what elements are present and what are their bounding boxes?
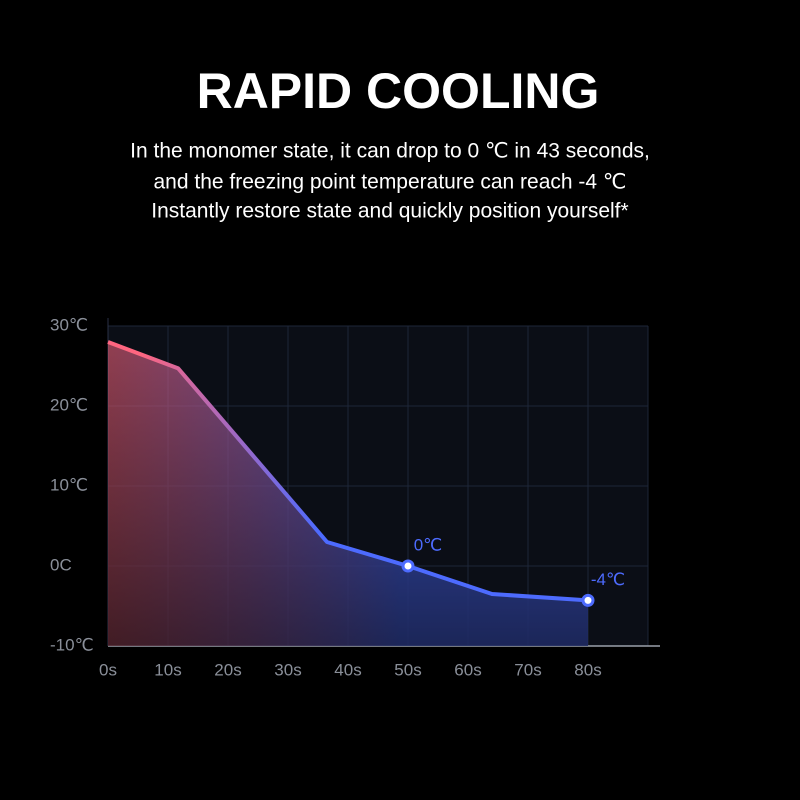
point xyxy=(581,593,595,607)
point xyxy=(401,559,415,573)
subtitle-line: In the monomer state, it can drop to 0 ℃… xyxy=(130,140,650,163)
subtitle-line: Instantly restore state and quickly posi… xyxy=(151,200,628,223)
area-fade xyxy=(108,342,588,646)
title: RAPID COOLING xyxy=(197,63,600,119)
y-tick-label: 20℃ xyxy=(50,395,88,414)
y-tick-label: 30℃ xyxy=(50,315,88,334)
value-label: 0℃ xyxy=(414,535,443,554)
value-label: -4℃ xyxy=(591,570,625,589)
x-tick-label: 80s xyxy=(574,660,601,679)
x-tick-label: 40s xyxy=(334,660,361,679)
x-tick-label: 30s xyxy=(274,660,301,679)
x-tick-label: 10s xyxy=(154,660,181,679)
line xyxy=(107,340,589,603)
y-tick-label: -10℃ xyxy=(50,635,94,654)
y-tick-label: 10℃ xyxy=(50,475,88,494)
subtitle-line: and the freezing point temperature can r… xyxy=(153,171,626,194)
x-tick-label: 70s xyxy=(514,660,541,679)
x-tick-label: 20s xyxy=(214,660,241,679)
x-tick-label: 0s xyxy=(99,660,117,679)
y-tick-label: 0C xyxy=(50,555,72,574)
x-tick-label: 60s xyxy=(454,660,481,679)
x-tick-label: 50s xyxy=(394,660,421,679)
